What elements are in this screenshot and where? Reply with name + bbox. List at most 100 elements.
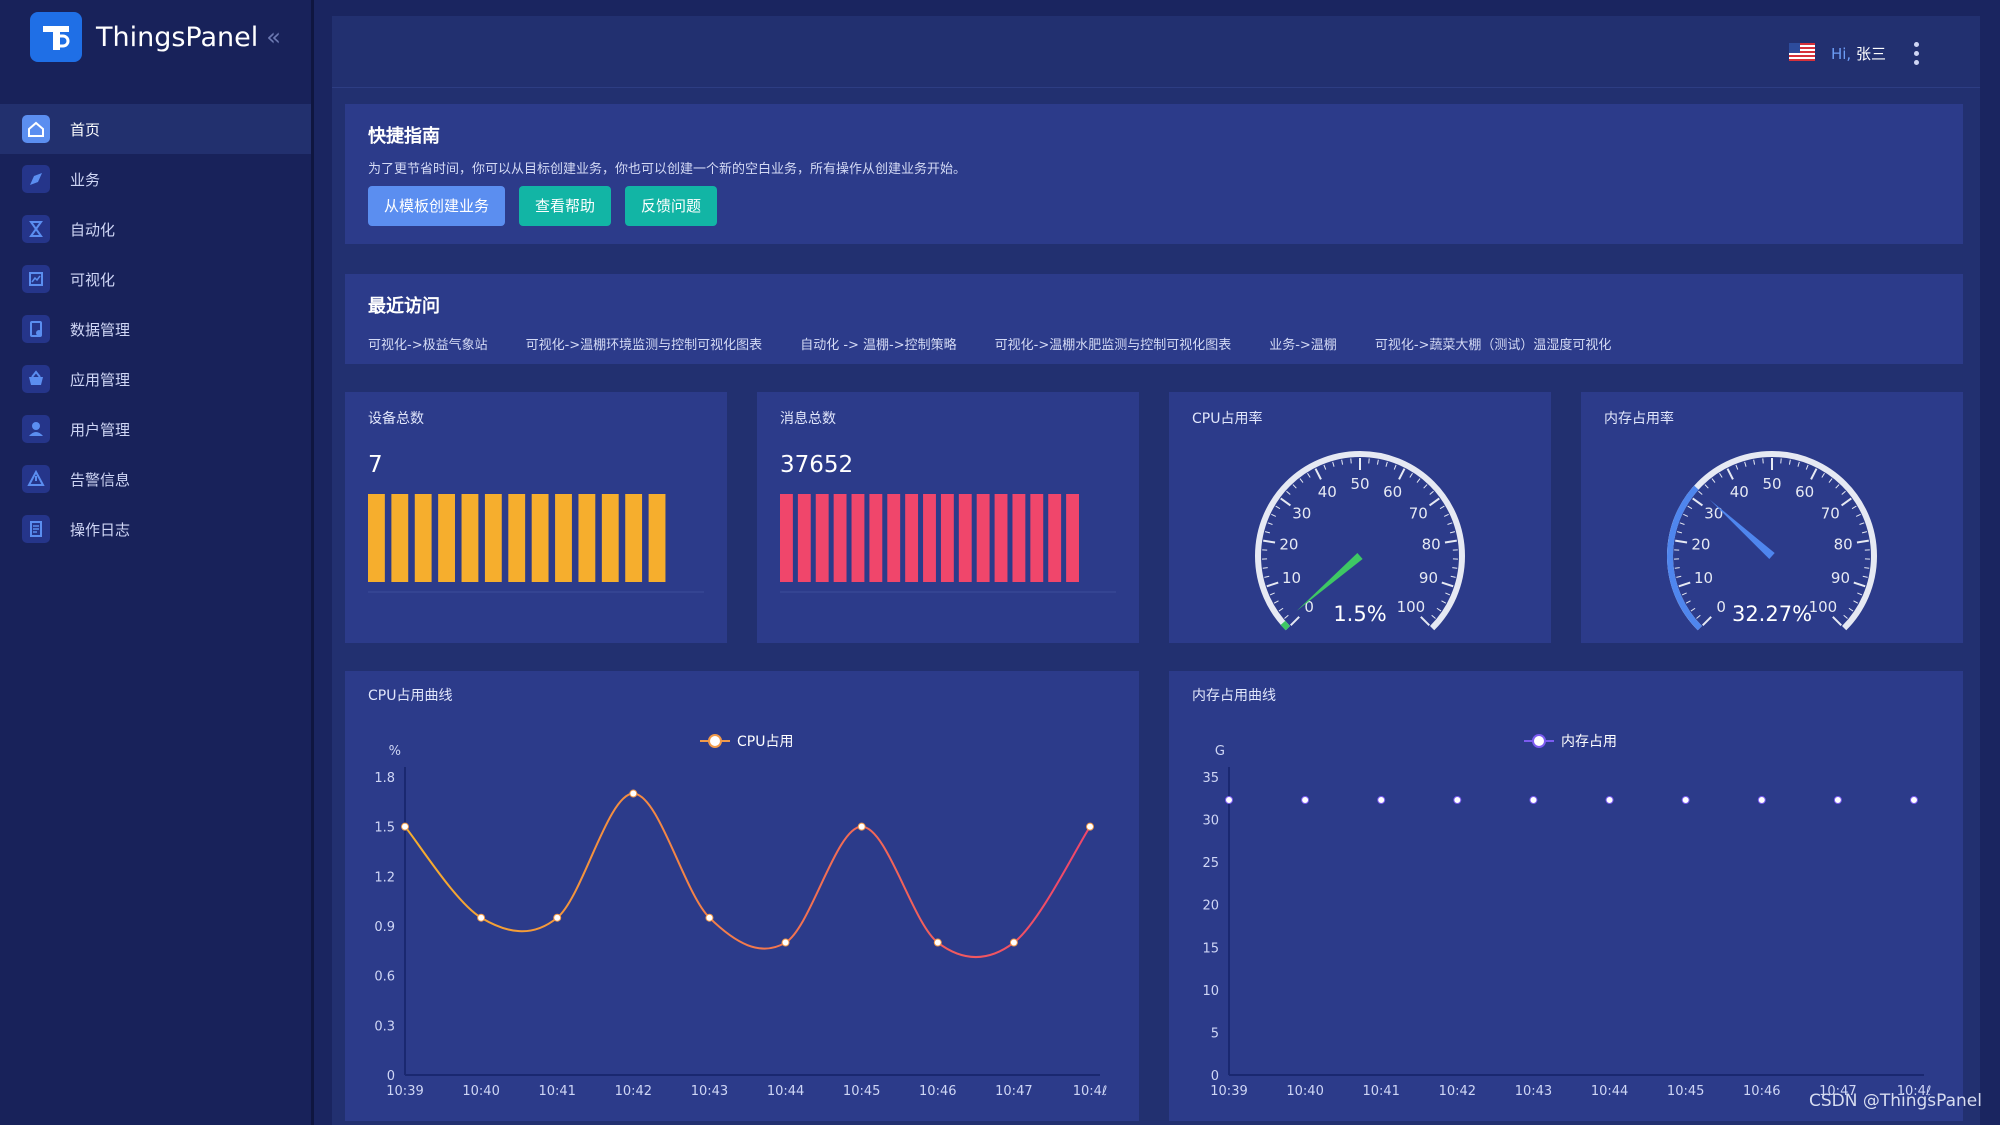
x-tick-label: 10:40 bbox=[462, 1084, 499, 1099]
gauge-tick-label: 20 bbox=[1691, 536, 1710, 554]
stat-bar bbox=[994, 494, 1008, 582]
sidebar-item[interactable]: 告警信息 bbox=[0, 454, 311, 504]
recent-link[interactable]: 可视化->温棚环境监测与控制可视化图表 bbox=[525, 338, 763, 353]
recent-link[interactable]: 自动化 -> 温棚->控制策略 bbox=[800, 338, 957, 353]
messages-label: 消息总数 bbox=[780, 411, 836, 427]
sidebar-menu: 首页业务 自动化 可视化 数据管理 应用管理 用户管理 告警信息操作日志 bbox=[0, 104, 311, 554]
gauge-tick bbox=[1263, 539, 1276, 544]
data-point bbox=[1529, 795, 1538, 804]
stat-bar bbox=[601, 494, 619, 582]
gauge-tick bbox=[1286, 490, 1291, 495]
messages-value: 37652 bbox=[780, 452, 854, 478]
feedback-button[interactable]: 反馈问题 bbox=[625, 186, 718, 226]
gauge-tick bbox=[1452, 567, 1458, 569]
stat-bar bbox=[958, 494, 972, 582]
stat-bar bbox=[976, 494, 990, 582]
stat-bar bbox=[905, 494, 919, 582]
sidebar-item-label: 首页 bbox=[70, 120, 101, 139]
memory-line-chart: 内存占用 G 0 5 10 15 20 25 30 35 10:39 10:40 10:41 10:42 1… bbox=[1202, 734, 1931, 1099]
gauge-tick bbox=[1704, 484, 1709, 489]
y-tick-label: 30 bbox=[1202, 814, 1219, 829]
sidebar-item[interactable]: 用户管理 bbox=[0, 404, 311, 454]
us-flag-icon[interactable] bbox=[1788, 42, 1815, 65]
more-menu-icon[interactable] bbox=[1914, 42, 1920, 65]
recent-link[interactable]: 可视化->极益气象站 bbox=[368, 338, 488, 353]
sidebar-item[interactable]: 自动化 bbox=[0, 204, 311, 254]
gauge-tick bbox=[1409, 472, 1413, 478]
sidebar-item[interactable]: 可视化 bbox=[0, 254, 311, 304]
gauge-tick bbox=[1675, 539, 1688, 544]
stat-bar bbox=[815, 494, 829, 582]
y-tick-label: 0 bbox=[1211, 1069, 1219, 1084]
gauge-tick bbox=[1398, 468, 1406, 480]
sidebar-item[interactable]: 业务 bbox=[0, 154, 311, 204]
x-tick-label: 10:46 bbox=[919, 1084, 956, 1099]
app-name: ThingsPanel bbox=[96, 21, 259, 53]
x-tick-label: 10:47 bbox=[1819, 1084, 1856, 1099]
gauge-tick bbox=[1264, 575, 1270, 578]
chart-legend: CPU占用 bbox=[700, 734, 793, 750]
sidebar-item-label: 操作日志 bbox=[70, 520, 131, 539]
sidebar-item[interactable]: 应用管理 bbox=[0, 354, 311, 404]
logo[interactable]: ThingsPanel « bbox=[30, 12, 281, 62]
gauge-tick bbox=[1797, 461, 1800, 467]
stat-bar bbox=[923, 494, 936, 582]
collapse-sidebar-icon[interactable]: « bbox=[266, 23, 281, 51]
gauge-tick bbox=[1805, 464, 1809, 470]
gauge-tick bbox=[1428, 497, 1440, 507]
x-tick-label: 10:42 bbox=[1439, 1084, 1476, 1099]
stat-bar bbox=[555, 494, 572, 582]
memory-gauge: 010 20 30 40 50 60 70 80 90 100 bbox=[1667, 451, 1877, 631]
stat-bar bbox=[648, 494, 666, 582]
gauge-tick bbox=[1341, 459, 1344, 465]
stat-bar bbox=[851, 494, 865, 582]
recent-visits-title: 最近访问 bbox=[368, 296, 440, 317]
basket-icon bbox=[22, 365, 50, 393]
stat-bar bbox=[833, 494, 847, 582]
gauge-tick-label: 10 bbox=[1694, 569, 1713, 587]
sidebar-item[interactable]: 数据管理 bbox=[0, 304, 311, 354]
cpu-gauge: 010 20 30 40 50 60 70 80 90 100 bbox=[1255, 451, 1465, 631]
gauge-tick bbox=[1443, 513, 1449, 517]
y-axis-unit: G bbox=[1215, 744, 1225, 759]
recent-link[interactable]: 可视化->蔬菜大棚（测试）温湿度可视化 bbox=[1374, 338, 1612, 353]
gauge-tick-label: 20 bbox=[1279, 536, 1298, 554]
y-tick-label: 1.8 bbox=[374, 771, 395, 786]
gauge-tick-label: 90 bbox=[1419, 569, 1438, 587]
messages-bars bbox=[780, 494, 1116, 593]
gauge-tick bbox=[1810, 468, 1818, 480]
gauge-tick bbox=[1855, 513, 1861, 517]
sidebar-item[interactable]: 操作日志 bbox=[0, 504, 311, 554]
stat-bar bbox=[414, 494, 432, 582]
create-from-template-button[interactable]: 从模板创建业务 bbox=[368, 186, 506, 226]
cpu-usage-label: CPU占用率 bbox=[1192, 411, 1263, 427]
x-tick-label: 10:44 bbox=[1591, 1084, 1628, 1099]
memory-usage-label: 内存占用率 bbox=[1604, 411, 1674, 427]
view-help-button[interactable]: 查看帮助 bbox=[519, 186, 612, 226]
gauge-value-arc bbox=[1280, 620, 1291, 631]
recent-link[interactable]: 可视化->温棚水肥监测与控制可视化图表 bbox=[994, 338, 1232, 353]
data-point bbox=[1225, 795, 1233, 804]
gauge-tick-label: 50 bbox=[1350, 475, 1369, 493]
gauge-tick-label: 70 bbox=[1821, 505, 1840, 523]
sidebar-item[interactable]: 首页 bbox=[0, 104, 311, 154]
y-tick-label: 0.9 bbox=[374, 920, 395, 935]
data-icon bbox=[22, 315, 50, 343]
legend-label: 内存占用 bbox=[1561, 734, 1617, 750]
gauge-tick-label: 50 bbox=[1762, 475, 1781, 493]
data-point bbox=[1910, 795, 1918, 804]
gauge-tick bbox=[1323, 464, 1327, 470]
gauge-tick bbox=[1292, 484, 1297, 489]
gauge-tick-label: 30 bbox=[1292, 505, 1311, 523]
stat-bar bbox=[797, 494, 811, 582]
gauge-tick bbox=[1284, 614, 1289, 619]
gauge-tick bbox=[1864, 567, 1870, 569]
gauge-tick bbox=[1267, 522, 1273, 525]
stat-bar bbox=[438, 494, 455, 582]
y-tick-label: 0 bbox=[387, 1069, 395, 1084]
hourglass-icon bbox=[22, 215, 50, 243]
gauge-tick bbox=[1436, 607, 1442, 612]
recent-link[interactable]: 业务->温棚 bbox=[1269, 338, 1337, 353]
x-tick-label: 10:45 bbox=[843, 1084, 880, 1099]
user-greeting[interactable]: Hi, 张三 bbox=[1831, 43, 1886, 64]
